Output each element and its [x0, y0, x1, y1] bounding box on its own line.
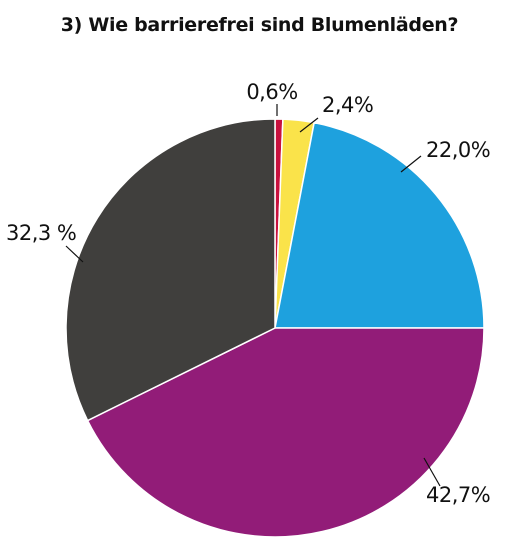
slice-label: 0,6% — [246, 80, 297, 104]
pie-slice — [86, 327, 485, 538]
pie-slice — [65, 118, 276, 422]
pie-slices — [65, 118, 485, 538]
leader-line — [400, 155, 422, 173]
leader-line — [423, 457, 441, 487]
slice-labels: 0,6% 2,4% 22,0% 42,7% 32,3 % — [6, 80, 491, 507]
pie-slice — [274, 121, 485, 329]
leader-line — [299, 117, 319, 133]
slice-label: 22,0% — [426, 138, 490, 162]
slice-label: 32,3 % — [6, 221, 76, 245]
chart-title: 3) Wie barrierefrei sind Blumenläden? — [60, 14, 459, 36]
slice-label: 42,7% — [426, 483, 490, 507]
label-leaders — [65, 104, 441, 487]
leader-line — [65, 245, 84, 263]
slice-label: 2,4% — [322, 93, 373, 117]
